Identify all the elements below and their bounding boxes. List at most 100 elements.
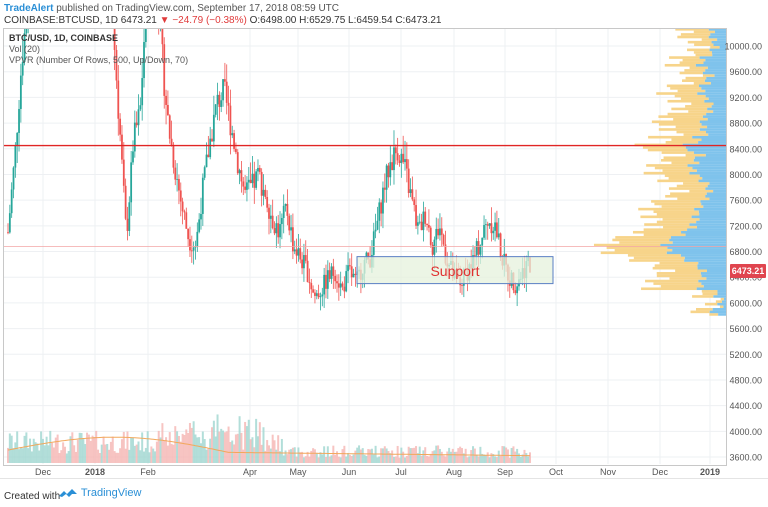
volume-bar — [304, 456, 307, 463]
volume-bar — [69, 436, 72, 463]
published-text: published on TradingView.com, September … — [53, 3, 340, 14]
vp-up-bar — [695, 63, 726, 67]
candle-body — [158, 6, 160, 28]
chart-frame[interactable] — [3, 28, 727, 466]
y-tick-label: 9600.00 — [729, 67, 762, 77]
volume-bar — [255, 418, 258, 463]
vp-down-bar — [644, 223, 690, 226]
candle-body — [143, 42, 145, 79]
volume-bar — [216, 414, 219, 463]
candle-body — [19, 75, 22, 109]
candle-body — [269, 215, 272, 219]
candle-body — [113, 29, 116, 50]
candle-body — [415, 205, 417, 226]
x-tick-label: 2019 — [700, 467, 720, 477]
volume-bar — [203, 439, 206, 463]
candle-body — [172, 144, 175, 168]
vp-down-bar — [619, 241, 673, 244]
vp-down-bar — [695, 53, 713, 57]
vp-up-bar — [713, 189, 726, 193]
volume-bar — [49, 430, 52, 463]
volume-ma-line — [7, 436, 531, 457]
candle-body — [211, 138, 213, 142]
candle-body — [473, 255, 476, 256]
vp-down-bar — [675, 269, 707, 273]
vp-up-bar — [709, 310, 726, 314]
volume-bar — [391, 450, 394, 463]
vp-down-bar — [702, 74, 715, 77]
volume-bar — [334, 454, 337, 463]
volume-bar — [326, 446, 329, 463]
vp-down-bar — [687, 48, 710, 52]
vp-down-bar — [689, 189, 714, 193]
volume-bar — [470, 450, 473, 463]
tradingview-link[interactable]: TradingView — [58, 487, 141, 499]
vp-down-bar — [671, 161, 700, 165]
candle-body — [205, 154, 208, 168]
candle-body — [350, 266, 353, 278]
candle-body — [516, 286, 519, 294]
volume-bar — [187, 432, 190, 463]
volume-bar — [262, 427, 265, 463]
candle-body — [284, 203, 287, 206]
candle-body — [168, 115, 171, 139]
candle-body — [119, 118, 122, 135]
publisher-name[interactable]: TradeAlert — [4, 3, 54, 14]
volume-bar — [273, 440, 276, 463]
volume-bar — [365, 455, 368, 463]
volume-bar — [100, 444, 103, 463]
footer: Created with TradingView — [0, 478, 768, 507]
candle-body — [398, 160, 401, 163]
candle-body — [354, 273, 357, 275]
vp-down-bar — [719, 305, 724, 309]
vp-down-bar — [600, 251, 667, 255]
legend-vol[interactable]: Vol (20) — [9, 44, 41, 54]
volume-bar — [23, 435, 26, 463]
candle-body — [486, 224, 489, 226]
vp-up-bar — [699, 161, 726, 165]
vp-down-bar — [656, 92, 698, 95]
volume-bar — [227, 426, 230, 463]
legend-vpvr[interactable]: VPVR (Number Of Rows, 500, Up/Down, 70) — [9, 55, 189, 65]
candle-body — [262, 189, 265, 196]
candle-body — [218, 94, 221, 107]
volume-bar — [157, 430, 160, 463]
volume-bar — [188, 422, 191, 463]
vp-down-bar — [671, 107, 708, 111]
y-tick-label: 4800.00 — [729, 375, 762, 385]
vp-down-bar — [696, 307, 713, 311]
volume-bar — [291, 447, 294, 463]
candle-body — [308, 282, 311, 284]
candle-body — [174, 167, 177, 180]
volume-bar — [512, 446, 515, 463]
candle-body — [176, 178, 178, 180]
volume-bar — [499, 455, 502, 463]
candle-body — [409, 189, 412, 194]
volume-bar — [89, 440, 92, 463]
volume-bar — [310, 450, 313, 463]
volume-bar — [431, 451, 434, 463]
volume-bar — [405, 455, 408, 463]
volume-bar — [236, 433, 239, 463]
volume-bar — [78, 432, 81, 463]
vp-down-bar — [662, 218, 700, 221]
vp-down-bar — [651, 200, 701, 203]
vp-up-bar — [717, 38, 726, 41]
vp-up-bar — [714, 20, 726, 23]
volume-bar — [38, 450, 41, 463]
vp-up-bar — [709, 182, 726, 185]
volume-bar — [286, 454, 289, 463]
volume-bar — [135, 444, 138, 463]
volume-bar — [29, 438, 32, 463]
volume-bar — [486, 452, 489, 463]
volume-bar — [166, 445, 169, 463]
volume-bar — [27, 448, 30, 463]
vp-down-bar — [651, 120, 700, 124]
candle-body — [253, 173, 256, 188]
candle-body — [122, 159, 125, 186]
volume-bar — [264, 450, 267, 463]
vp-down-bar — [663, 225, 698, 229]
volume-bar — [484, 455, 487, 463]
volume-bar — [449, 451, 452, 463]
